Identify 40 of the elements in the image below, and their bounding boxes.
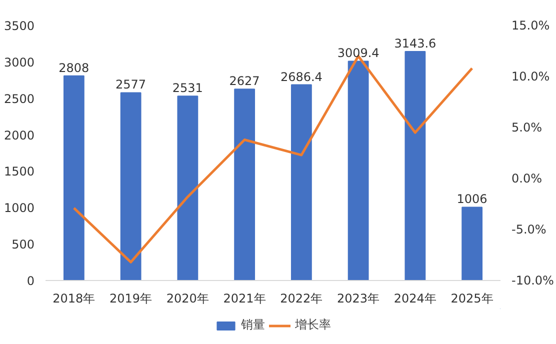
x-tick-label: 2025年	[450, 292, 494, 306]
legend-label: 增长率	[295, 316, 331, 334]
bar	[462, 206, 483, 280]
y2-tick-label: 5.0%	[512, 120, 542, 134]
y2-tick-label: 15.0%	[512, 18, 550, 32]
data-label: 2577	[116, 78, 146, 92]
data-label: 2627	[229, 74, 260, 88]
x-tick-label: 2019年	[110, 292, 152, 306]
y2-tick-label: -5.0%	[512, 222, 546, 236]
x-tick-label: 2018年	[52, 292, 96, 306]
x-tick-label: 2021年	[223, 292, 266, 306]
x-tick-label: 2023年	[337, 292, 380, 306]
legend-label: 销量	[241, 316, 265, 334]
x-tick-label: 2022年	[280, 292, 323, 306]
bar	[120, 92, 142, 280]
data-label: 2531	[172, 81, 203, 96]
y-tick-label: 0	[26, 274, 35, 288]
y-tick-label: 3000	[4, 55, 35, 70]
bar	[63, 75, 84, 280]
y2-tick-label: 10.0%	[512, 70, 550, 84]
data-label: 3143.6	[394, 36, 436, 50]
bar	[177, 96, 198, 280]
y-tick-label: 3500	[4, 19, 35, 33]
bar	[290, 84, 312, 280]
bar	[234, 88, 256, 280]
bar	[404, 50, 426, 280]
y-tick-label: 1500	[4, 164, 35, 179]
y2-tick-label: 0.0%	[512, 172, 542, 186]
data-label: 2808	[58, 60, 90, 75]
x-tick-label: 2024年	[394, 292, 436, 306]
y-tick-label: 2000	[4, 128, 35, 142]
bar	[348, 60, 369, 280]
y2-tick-label: -10.0%	[512, 274, 554, 288]
data-label: 1006	[456, 192, 488, 206]
data-label: 3009.4	[337, 46, 380, 60]
y-tick-label: 1000	[4, 201, 35, 216]
data-label: 2686.4	[280, 70, 322, 84]
y-tick-label: 2500	[4, 92, 35, 106]
y-tick-label: 500	[12, 238, 34, 252]
x-tick-label: 2020年	[166, 292, 209, 306]
